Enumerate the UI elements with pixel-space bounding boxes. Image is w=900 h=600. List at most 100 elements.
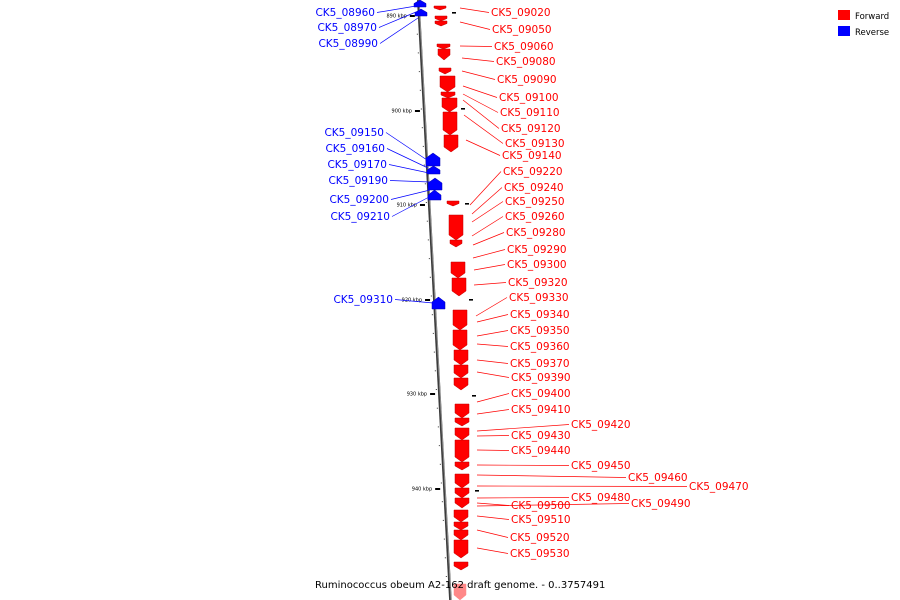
forward-gene-glyph[interactable] — [440, 91, 456, 99]
reverse-gene-label[interactable]: CK5_09150 — [324, 127, 384, 139]
forward-gene-glyph[interactable] — [448, 214, 464, 241]
forward-gene-glyph[interactable] — [453, 521, 469, 531]
forward-gene-glyph[interactable] — [453, 364, 469, 379]
forward-gene-leader — [476, 424, 570, 432]
forward-gene-glyph[interactable] — [454, 473, 470, 489]
forward-gene-label[interactable]: CK5_09400 — [511, 388, 571, 400]
forward-gene-leader — [459, 21, 491, 30]
forward-gene-label[interactable]: CK5_09120 — [501, 123, 561, 135]
reverse-gene-label[interactable]: CK5_09210 — [330, 211, 390, 223]
reverse-gene-label[interactable]: CK5_08990 — [318, 38, 378, 50]
forward-gene-glyph[interactable] — [442, 111, 458, 136]
forward-gene-label[interactable]: CK5_09300 — [507, 259, 567, 271]
forward-gene-label[interactable]: CK5_09360 — [510, 341, 570, 353]
forward-gene-label[interactable]: CK5_09490 — [631, 498, 691, 510]
forward-gene-glyph[interactable] — [454, 417, 470, 427]
forward-gene-glyph[interactable] — [454, 461, 470, 471]
reverse-gene-label[interactable]: CK5_09160 — [325, 143, 385, 155]
forward-gene-label[interactable]: CK5_09370 — [510, 358, 570, 370]
forward-gene-glyph[interactable] — [454, 403, 470, 419]
scale-marker — [469, 299, 473, 301]
forward-gene-label[interactable]: CK5_09440 — [511, 445, 571, 457]
reverse-gene-glyph[interactable] — [414, 8, 428, 17]
forward-gene-glyph[interactable] — [443, 134, 459, 153]
forward-gene-label[interactable]: CK5_09250 — [505, 196, 565, 208]
forward-gene-glyph[interactable] — [437, 48, 451, 61]
forward-gene-glyph[interactable] — [452, 329, 468, 351]
forward-gene-glyph[interactable] — [454, 487, 470, 499]
forward-gene-glyph[interactable] — [454, 497, 470, 509]
reverse-gene-glyph[interactable] — [427, 177, 443, 191]
forward-gene-label[interactable]: CK5_09060 — [494, 41, 554, 53]
forward-gene-label[interactable]: CK5_09090 — [497, 74, 557, 86]
forward-gene-label[interactable]: CK5_09290 — [507, 244, 567, 256]
forward-gene-label[interactable]: CK5_09280 — [506, 227, 566, 239]
forward-gene-label[interactable]: CK5_09080 — [496, 56, 556, 68]
forward-gene-glyph[interactable] — [453, 583, 467, 600]
minor-tick — [442, 519, 445, 521]
forward-gene-label[interactable]: CK5_09390 — [511, 372, 571, 384]
forward-gene-label[interactable]: CK5_09320 — [508, 277, 568, 289]
reverse-gene-label[interactable]: CK5_09310 — [333, 294, 393, 306]
reverse-gene-label[interactable]: CK5_08970 — [317, 22, 377, 34]
reverse-gene-glyph[interactable] — [425, 152, 441, 167]
forward-gene-label[interactable]: CK5_09480 — [571, 492, 631, 504]
forward-gene-label[interactable]: CK5_09450 — [571, 460, 631, 472]
forward-gene-glyph[interactable] — [449, 239, 463, 248]
forward-gene-glyph[interactable] — [454, 439, 470, 463]
forward-gene-glyph[interactable] — [452, 309, 468, 331]
reverse-gene-glyph[interactable] — [427, 189, 442, 201]
forward-gene-label[interactable]: CK5_09510 — [511, 514, 571, 526]
reverse-gene-label[interactable]: CK5_09170 — [327, 159, 387, 171]
forward-gene-label[interactable]: CK5_09260 — [505, 211, 565, 223]
forward-gene-label[interactable]: CK5_09460 — [628, 472, 688, 484]
reverse-gene-label[interactable]: CK5_09200 — [329, 194, 389, 206]
forward-gene-leader — [476, 515, 510, 520]
forward-gene-glyph[interactable] — [438, 67, 452, 75]
forward-gene-glyph[interactable] — [453, 509, 469, 523]
forward-gene-label[interactable]: CK5_09420 — [571, 419, 631, 431]
forward-gene-glyph[interactable] — [454, 427, 470, 441]
reverse-gene-label[interactable]: CK5_08960 — [315, 7, 375, 19]
minor-tick — [416, 33, 419, 35]
forward-gene-label[interactable]: CK5_09500 — [511, 500, 571, 512]
forward-gene-label[interactable]: CK5_09050 — [492, 24, 552, 36]
reverse-gene-glyph[interactable] — [431, 296, 446, 310]
forward-gene-label[interactable]: CK5_09350 — [510, 325, 570, 337]
forward-gene-glyph[interactable] — [453, 377, 469, 391]
forward-gene-glyph[interactable] — [433, 5, 447, 11]
forward-gene-label[interactable]: CK5_09240 — [504, 182, 564, 194]
forward-gene-glyph[interactable] — [434, 20, 448, 27]
reverse-gene-glyph[interactable] — [426, 165, 441, 175]
forward-gene-label[interactable]: CK5_09520 — [510, 532, 570, 544]
reverse-gene-label[interactable]: CK5_09190 — [328, 175, 388, 187]
forward-gene-label[interactable]: CK5_09140 — [502, 150, 562, 162]
forward-gene-glyph[interactable] — [453, 539, 469, 559]
forward-gene-label[interactable]: CK5_09020 — [491, 7, 551, 19]
forward-gene-glyph[interactable] — [453, 349, 469, 366]
forward-gene-label[interactable]: CK5_09220 — [503, 166, 563, 178]
reverse-gene-leader — [376, 5, 417, 13]
forward-gene-glyph[interactable] — [453, 529, 469, 541]
reverse-gene-glyph[interactable] — [413, 0, 427, 8]
forward-gene-glyph[interactable] — [451, 277, 467, 297]
forward-gene-glyph[interactable] — [441, 97, 458, 113]
forward-gene-label[interactable]: CK5_09110 — [500, 107, 560, 119]
forward-gene-glyph[interactable] — [453, 561, 469, 571]
forward-gene-label[interactable]: CK5_09470 — [689, 481, 749, 493]
scale-marker — [465, 203, 469, 205]
forward-gene-label[interactable]: CK5_09410 — [511, 404, 571, 416]
forward-gene-glyph[interactable] — [446, 200, 460, 207]
reverse-gene-leader — [378, 11, 417, 28]
forward-gene-glyph[interactable] — [436, 43, 451, 50]
forward-gene-label[interactable]: CK5_09100 — [499, 92, 559, 104]
forward-gene-label[interactable]: CK5_09530 — [510, 548, 570, 560]
forward-gene-glyph[interactable] — [450, 261, 466, 279]
forward-gene-glyph[interactable] — [434, 15, 448, 22]
forward-gene-label[interactable]: CK5_09330 — [509, 292, 569, 304]
forward-gene-leader — [476, 409, 510, 415]
forward-gene-glyph[interactable] — [439, 75, 456, 93]
forward-gene-label[interactable]: CK5_09340 — [510, 309, 570, 321]
forward-gene-label[interactable]: CK5_09130 — [505, 138, 565, 150]
forward-gene-label[interactable]: CK5_09430 — [511, 430, 571, 442]
